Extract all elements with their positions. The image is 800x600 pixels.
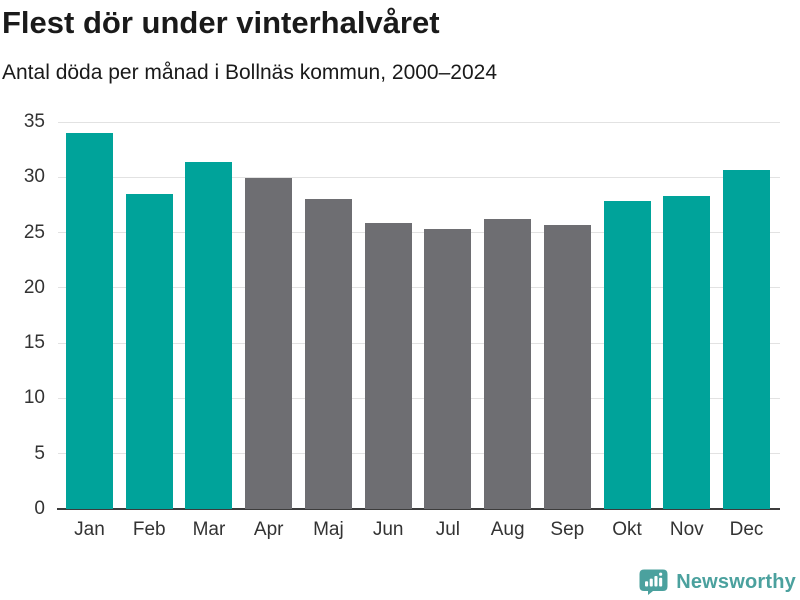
gridline-15: [58, 342, 780, 344]
gridline-5: [58, 453, 780, 455]
gridline-35: [58, 121, 780, 123]
bar-maj: [304, 199, 352, 509]
x-tick-label-jul: Jul: [435, 519, 461, 540]
bar-dec: [723, 169, 771, 509]
bar-jan: [66, 133, 113, 509]
x-tick-label-aug: Aug: [490, 519, 525, 540]
x-axis-line: [57, 507, 780, 510]
bar-nov: [663, 196, 711, 509]
x-tick-label-okt: Okt: [612, 519, 642, 540]
brand-footer: Newsworthy: [639, 568, 796, 596]
x-tick-label-jun: Jun: [372, 519, 404, 540]
brand-name: Newsworthy: [676, 570, 796, 593]
x-tick-label-nov: Nov: [669, 519, 704, 540]
gridline-25: [58, 232, 780, 234]
x-tick-label-jan: Jan: [74, 519, 105, 540]
x-tick-label-sep: Sep: [550, 519, 585, 540]
y-tick-label-10: 10: [23, 387, 45, 409]
gridline-20: [58, 287, 780, 289]
x-tick-label-apr: Apr: [253, 519, 284, 540]
chart-title: Flest dör under vinterhalvåret: [2, 5, 440, 40]
chart-subtitle: Antal döda per månad i Bollnäs kommun, 2…: [2, 61, 497, 84]
y-tick-label-30: 30: [23, 166, 45, 188]
x-tick-label-dec: Dec: [729, 519, 764, 540]
bar-apr: [245, 178, 293, 509]
y-tick-label-35: 35: [23, 111, 45, 132]
bar-okt: [603, 200, 651, 509]
bar-sep: [543, 224, 591, 509]
gridline-30: [58, 176, 780, 178]
x-tick-label-feb: Feb: [132, 519, 166, 540]
x-tick-label-maj: Maj: [313, 519, 344, 540]
newsworthy-logo-icon: [639, 569, 668, 595]
bar-chart-plot-area: [57, 121, 780, 510]
y-tick-label-15: 15: [23, 332, 45, 354]
bar-jun: [364, 222, 412, 509]
gridline-10: [58, 397, 780, 399]
y-tick-label-25: 25: [23, 221, 45, 243]
y-tick-label-20: 20: [23, 276, 45, 298]
y-axis-labels: 0 5 10 15 20 25 30 35: [0, 0, 45, 600]
y-tick-label-0: 0: [34, 498, 45, 519]
bar-feb: [125, 193, 173, 509]
bar-jul: [424, 229, 472, 509]
bar-mar: [185, 161, 233, 509]
bar-aug: [484, 219, 532, 509]
y-tick-label-5: 5: [34, 442, 45, 464]
x-tick-label-mar: Mar: [192, 519, 226, 540]
